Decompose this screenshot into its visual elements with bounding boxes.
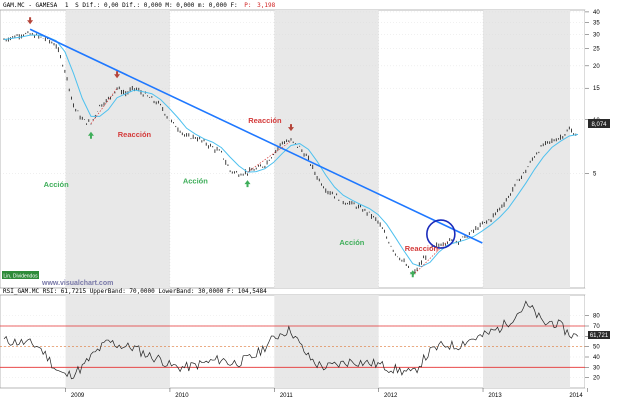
rsi-axis (585, 295, 626, 388)
year-shade (65, 295, 170, 388)
rsi-tag-bg (588, 331, 610, 339)
year-shade (274, 295, 379, 388)
rsi-tick-label: 80 (593, 314, 600, 320)
down-arrow-icon (288, 124, 294, 132)
last-value: 3,198 (257, 2, 275, 9)
period: 1 (65, 2, 69, 9)
up-arrow-icon (244, 180, 251, 188)
breakout-circle (426, 219, 456, 249)
year-shade (274, 10, 379, 288)
price-tick-label: 20 (593, 64, 600, 70)
rsi-tick-label: 50 (593, 345, 600, 351)
last-label: P: (244, 2, 251, 9)
ticker-id: GAM.MC (3, 2, 25, 9)
ticker-name: GAMESA (36, 2, 58, 9)
accion-label: Acción (44, 180, 69, 189)
arrows (27, 17, 416, 278)
x-tick-label: 2010 (175, 393, 189, 399)
rsi-tick-label: 20 (593, 376, 600, 382)
reaction-lines (90, 88, 448, 276)
down-arrow-icon (27, 17, 34, 25)
accion-label: Acción (339, 238, 364, 247)
x-axis: 2009 2010 2011 2012 2013 2014 (65, 388, 588, 399)
accion-label: Acción (183, 177, 208, 186)
x-tick-label: 2014 (569, 393, 583, 399)
price-tag: 8,074 (591, 122, 607, 128)
up-arrow-icon (409, 270, 416, 278)
reaction-line (412, 240, 448, 276)
up-arrow-icon (87, 131, 94, 139)
scale-badge[interactable] (2, 271, 39, 279)
year-shade (483, 10, 570, 288)
price-tag-bg (588, 119, 610, 128)
rsi-tick-label: 70 (593, 324, 600, 330)
year-shade (65, 10, 170, 288)
price-shades (65, 10, 570, 288)
rsi-header: RSI_GAM.MC RSI: 61,7215 UpperBand: 70,00… (3, 288, 267, 295)
down-arrow-icon (114, 71, 121, 79)
x-tick-label: 2012 (384, 393, 398, 399)
reaccion-label: Reacción (248, 116, 282, 125)
year-shade (483, 295, 570, 388)
price-tick-label: 40 (593, 10, 600, 16)
price-header: GAM.MC - GAMESA 1 S Dif.: 0,00 Dif.: 0,0… (3, 2, 276, 9)
price-tick-label: 5 (593, 172, 597, 178)
downtrend-line (29, 28, 483, 244)
reaction-line (90, 88, 118, 124)
price-tick-label: 15 (593, 86, 600, 92)
reaccion-label: Reacción (405, 244, 439, 253)
annotations: Acción Acción Acción Reacción Reacción Reacci… (44, 116, 439, 253)
rsi-tag: 61,721 (590, 333, 609, 339)
moving-average-line (3, 34, 579, 268)
rsi-line (3, 300, 579, 380)
x-tick-label: 2009 (71, 393, 85, 399)
price-tick-label: 30 (593, 32, 600, 38)
price-tick-label: 25 (593, 46, 600, 52)
watermark: www.visualchart.com (41, 280, 113, 287)
scale-badge-label: Lin, Dividendos (3, 273, 38, 279)
rsi-tick-label: 30 (593, 365, 600, 371)
rsi-tick-label: 40 (593, 355, 600, 361)
x-tick-label: 2011 (280, 393, 294, 399)
x-tick-label: 2013 (488, 393, 502, 399)
reaccion-label: Reacción (118, 130, 152, 139)
price-bars (3, 31, 577, 276)
header-details: S Dif.: 0,00 Dif.: 0,000 M: 0,000 m: 0,0… (75, 2, 238, 9)
price-axis (585, 10, 626, 288)
rsi-shades (65, 295, 570, 388)
price-tick-label: 35 (593, 20, 600, 26)
